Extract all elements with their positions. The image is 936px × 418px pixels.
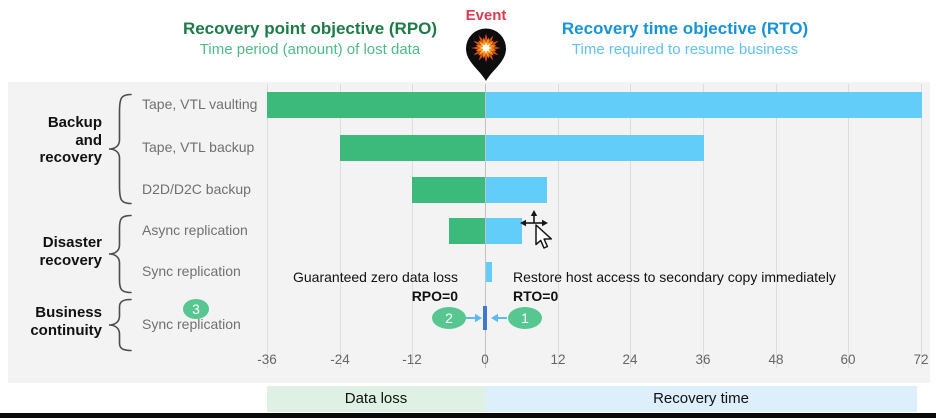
- row-label: Async replication: [142, 222, 248, 238]
- annotation-zero-data-loss: Guaranteed zero data loss RPO=0: [246, 268, 458, 306]
- marker-2-badge: 2: [432, 307, 466, 329]
- arrow-left-to-zero-icon: [491, 313, 507, 323]
- category-disaster-recovery: Disaster recovery: [39, 234, 102, 269]
- move-cursor-icon: [520, 210, 553, 249]
- rpo-bar[interactable]: [412, 177, 485, 203]
- axis-tick-label: -36: [257, 352, 277, 367]
- gridline: [412, 84, 413, 368]
- row-label: Sync replication: [142, 263, 241, 279]
- event-pin-icon: [466, 28, 506, 81]
- brace-disaster-recovery: [108, 214, 132, 294]
- gridline: [630, 84, 631, 368]
- row-label: D2D/D2C backup: [142, 181, 251, 197]
- recovery-time-zone: Recovery time: [485, 386, 917, 412]
- zero-time-tick: [483, 306, 487, 330]
- rpo-bar[interactable]: [340, 135, 485, 161]
- rto-zero-label: RTO=0: [513, 288, 559, 304]
- event-label: Event: [465, 7, 507, 24]
- rpo-bar[interactable]: [267, 92, 485, 118]
- axis-tick-label: 36: [695, 352, 711, 367]
- rpo-title: Recovery point objective (RPO): [182, 19, 438, 38]
- rto-bar[interactable]: [486, 262, 492, 282]
- gridline: [558, 84, 559, 368]
- arrow-right-to-zero-icon: [466, 313, 482, 323]
- annotation-restore-host: Restore host access to secondary copy im…: [513, 268, 883, 306]
- rto-header: Recovery time objective (RTO) Time requi…: [525, 19, 845, 58]
- category-business-continuity: Business continuity: [30, 304, 102, 339]
- rto-subtitle: Time required to resume business: [571, 41, 799, 58]
- gridline-zero: [485, 84, 486, 368]
- gridline: [703, 84, 704, 368]
- axis-tick-label: 48: [768, 352, 784, 367]
- row-label: Tape, VTL vaulting: [142, 96, 258, 112]
- rpo-bar[interactable]: [449, 218, 485, 244]
- bottom-border: [0, 413, 936, 418]
- gridline: [340, 84, 341, 368]
- rto-bar[interactable]: [486, 135, 704, 161]
- gridline: [921, 84, 922, 368]
- rpo-zero-label: RPO=0: [411, 288, 458, 304]
- axis-tick-label: 72: [913, 352, 929, 367]
- rpo-subtitle: Time period (amount) of lost data: [199, 41, 421, 58]
- row-label: Tape, VTL backup: [142, 139, 255, 155]
- axis-tick-label: 60: [840, 352, 856, 367]
- rpo-header: Recovery point objective (RPO) Time peri…: [150, 19, 470, 58]
- marker-3-badge: 3: [183, 299, 209, 319]
- axis-tick-label: 0: [481, 352, 489, 367]
- axis-tick-label: -24: [330, 352, 350, 367]
- data-loss-zone: Data loss: [267, 386, 485, 412]
- rto-title: Recovery time objective (RTO): [561, 19, 809, 38]
- axis-tick-label: -12: [402, 352, 422, 367]
- rto-bar[interactable]: [486, 177, 547, 203]
- rto-bar[interactable]: [486, 218, 522, 244]
- brace-backup-recovery: [108, 93, 132, 205]
- axis-tick-label: 12: [550, 352, 566, 367]
- gridline: [776, 84, 777, 368]
- marker-1-badge: 1: [508, 307, 542, 329]
- category-backup-and-recovery: Backup and recovery: [39, 114, 102, 166]
- gridline: [267, 84, 268, 368]
- rto-bar[interactable]: [486, 92, 922, 118]
- axis-tick-label: 24: [622, 352, 638, 367]
- gridline: [848, 84, 849, 368]
- brace-business-continuity: [108, 298, 132, 352]
- row-label: Sync replication: [142, 316, 241, 332]
